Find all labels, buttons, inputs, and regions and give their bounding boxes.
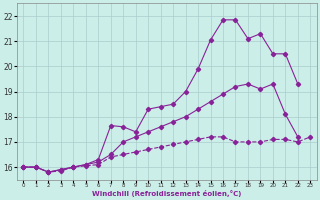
X-axis label: Windchill (Refroidissement éolien,°C): Windchill (Refroidissement éolien,°C) xyxy=(92,190,242,197)
